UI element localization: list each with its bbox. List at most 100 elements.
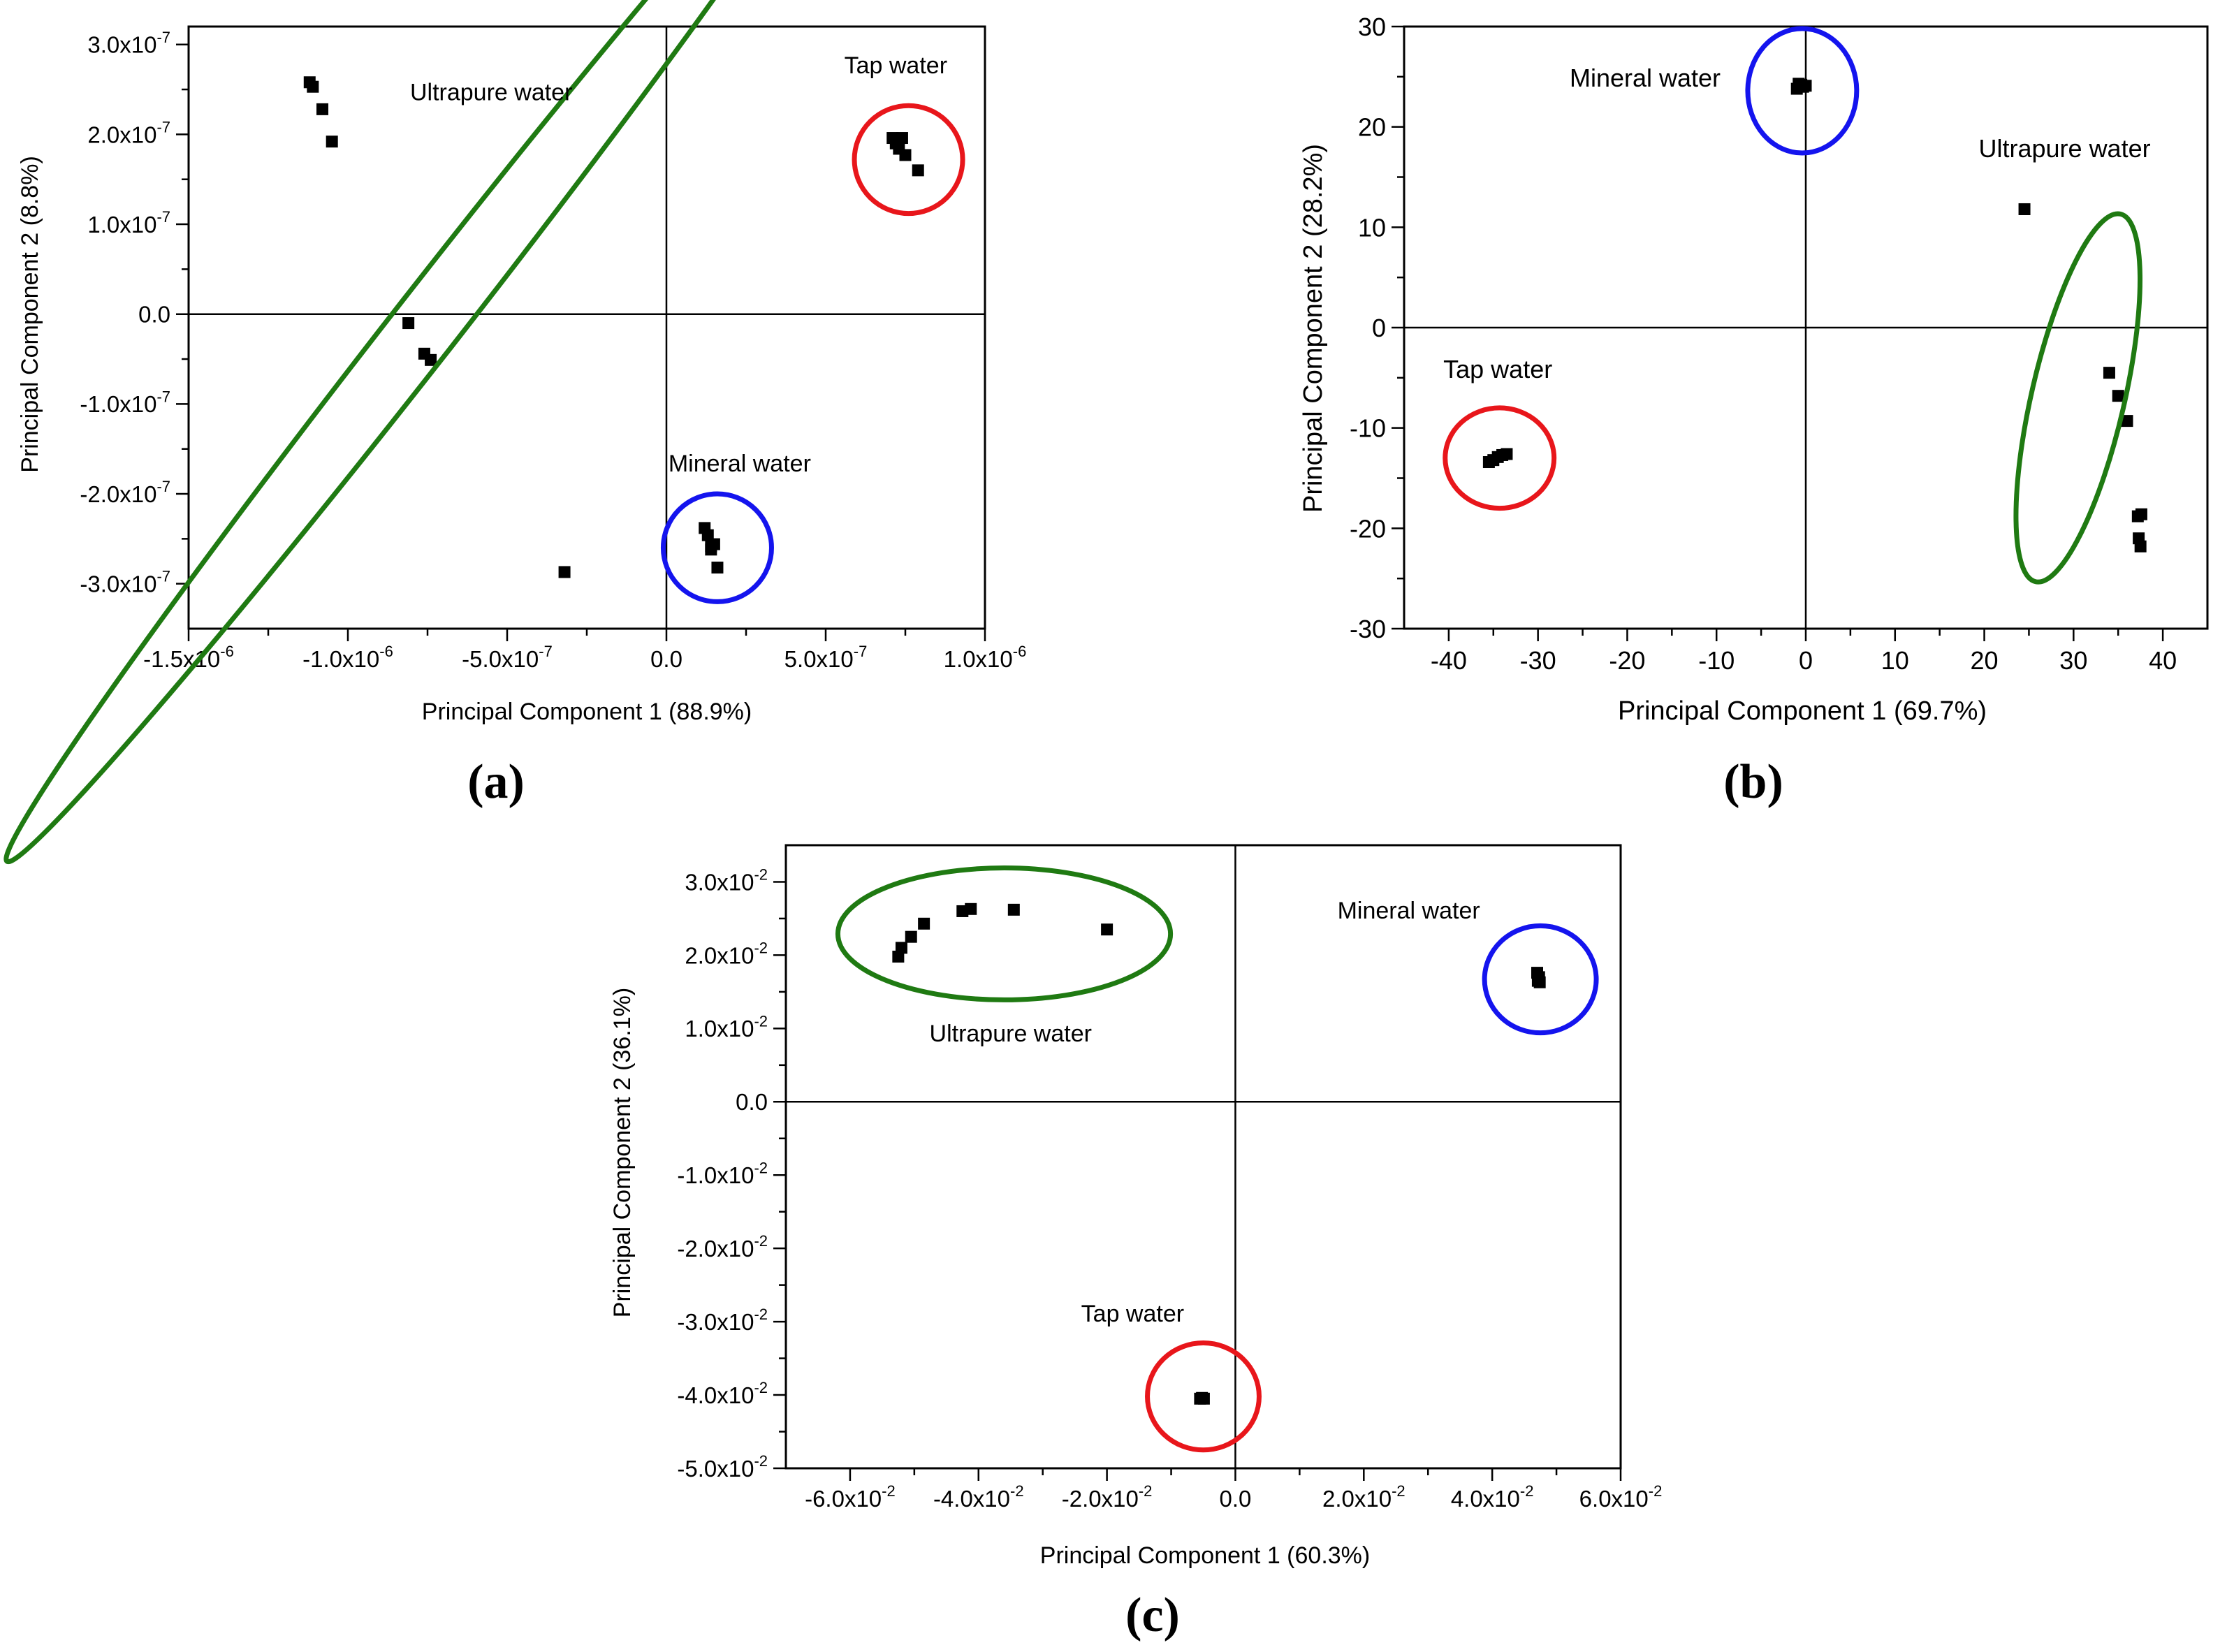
chart-b-x-tick-label: -30 — [1520, 646, 1556, 675]
chart-c-point-ultrapure — [965, 902, 977, 915]
chart-a-point-ultrapure — [316, 103, 329, 115]
chart-panel-b: -40 -30 -20 -10 0 10 20 30 40 30 20 10 0 -10 -20 -30 Min… — [1299, 13, 2209, 809]
chart-b-point-ultrapure — [2112, 390, 2124, 402]
chart-c-annotation: Ultrapure water — [930, 1021, 1092, 1047]
chart-a-y-tick-label: -2.0x10-7 — [80, 478, 170, 507]
chart-c-x-tick-label: 2.0x10-2 — [1322, 1482, 1405, 1512]
plot-layer-a: -1.5x10-6 -1.0x10-6 -5.0x10-7 0.0 5.0x10-7 1.… — [3, 0, 1027, 865]
chart-c-point-mineral — [1533, 976, 1546, 988]
chart-b-x-tick-label: -20 — [1609, 646, 1645, 675]
chart-a-point-ultrapure — [558, 566, 571, 578]
chart-b-point-ultrapure — [2135, 508, 2147, 520]
chart-a-ylabel: Principal Component 2 (8.8%) — [17, 156, 43, 473]
chart-a-point-mineral — [711, 562, 724, 574]
chart-a-x-tick-label: 0.0 — [650, 646, 682, 672]
chart-a-point-ultrapure — [402, 317, 415, 330]
chart-c-panel-label: (c) — [1125, 1588, 1180, 1642]
chart-a-point-tap — [896, 132, 908, 145]
chart-c-point-ultrapure — [918, 917, 930, 930]
chart-c-ellipse-ultrapure — [835, 865, 1174, 1002]
chart-a-y-tick-label: -1.0x10-7 — [80, 388, 170, 417]
chart-b-y-tick-label: -30 — [1350, 615, 1386, 643]
chart-c-x-tick-label: 6.0x10-2 — [1579, 1482, 1663, 1512]
chart-a-y-tick-label: 3.0x10-7 — [87, 29, 170, 58]
chart-a-point-mineral — [701, 529, 714, 541]
chart-c-y-tick-label: -5.0x10-2 — [677, 1452, 768, 1482]
chart-b-x-tick-label: 30 — [2059, 646, 2087, 675]
chart-a-point-ultrapure — [307, 80, 319, 93]
chart-c-y-tick-label: -1.0x10-2 — [677, 1159, 768, 1188]
chart-b-point-tap — [1501, 448, 1513, 460]
chart-a-point-tap — [899, 149, 912, 161]
chart-a-annotation: Mineral water — [669, 451, 811, 477]
chart-a-x-tick-label: 5.0x10-7 — [784, 643, 868, 672]
chart-b-x-tick-label: 40 — [2149, 646, 2177, 675]
chart-a-ellipse-tap — [852, 103, 965, 217]
chart-b-y-tick-label: -10 — [1350, 414, 1386, 443]
chart-panel-a: -1.5x10-6 -1.0x10-6 -5.0x10-7 0.0 5.0x10-7 1.… — [3, 0, 1027, 865]
chart-c-y-tick-label: 1.0x10-2 — [685, 1012, 768, 1041]
chart-b-x-tick-label: 0 — [1799, 646, 1813, 675]
chart-c-ylabel: Principal Component 2 (36.1%) — [609, 988, 636, 1317]
chart-c-x-tick-label: 0.0 — [1220, 1486, 1252, 1512]
chart-a-panel-label: (a) — [467, 755, 525, 809]
chart-b-annotation: Mineral water — [1570, 64, 1721, 92]
plot-layer-b: -40 -30 -20 -10 0 10 20 30 40 30 20 10 0 -10 -20 -30 Min… — [1350, 13, 2209, 675]
chart-b-point-mineral — [1799, 80, 1812, 92]
chart-b-xlabel: Principal Component 1 (69.7%) — [1618, 696, 1987, 726]
chart-a-ellipse-mineral — [660, 491, 774, 604]
chart-b-ellipse-tap — [1443, 405, 1557, 511]
chart-a-point-ultrapure — [326, 136, 338, 148]
chart-a-x-tick-label: -1.5x10-6 — [143, 643, 234, 672]
chart-a-y-tick-label: 1.0x10-7 — [87, 208, 170, 237]
chart-b-ylabel: Principal Component 2 (28.2%) — [1299, 144, 1328, 513]
chart-a-annotation: Tap water — [845, 52, 947, 79]
chart-c-point-ultrapure — [905, 930, 917, 943]
chart-a-point-ultrapure — [425, 353, 437, 366]
chart-c-point-ultrapure — [895, 942, 907, 954]
chart-a-x-tick-label: -5.0x10-7 — [462, 643, 553, 672]
chart-b-point-ultrapure — [2134, 540, 2147, 553]
chart-panel-c: -6.0x10-2 -4.0x10-2 -2.0x10-2 0.0 2.0x10-2 4.… — [609, 844, 1663, 1642]
chart-c-y-tick-label: -2.0x10-2 — [677, 1232, 768, 1262]
chart-a-x-tick-label: 1.0x10-6 — [944, 643, 1027, 672]
chart-b-x-tick-label: 10 — [1881, 646, 1909, 675]
chart-b-panel-label: (b) — [1723, 755, 1783, 809]
chart-a-y-tick-label: 0.0 — [138, 302, 170, 328]
chart-b-y-tick-label: 10 — [1358, 213, 1386, 242]
chart-c-plot-frame — [784, 844, 1622, 1470]
chart-c-x-tick-label: -6.0x10-2 — [805, 1482, 896, 1512]
chart-a-point-mineral — [705, 543, 717, 556]
chart-c-y-tick-label: -4.0x10-2 — [677, 1379, 768, 1408]
chart-c-y-tick-label: -3.0x10-2 — [677, 1306, 768, 1335]
chart-c-ellipse-mineral — [1482, 923, 1599, 1036]
chart-a-x-tick-label: -1.0x10-6 — [302, 643, 393, 672]
chart-b-y-tick-label: 20 — [1358, 113, 1386, 142]
chart-c-point-tap — [1197, 1392, 1210, 1405]
chart-b-annotation: Ultrapure water — [1979, 134, 2151, 163]
chart-b-ellipse-ultrapure — [2013, 211, 2143, 585]
chart-a-xlabel: Principal Component 1 (88.9%) — [422, 699, 752, 725]
chart-c-x-tick-label: 4.0x10-2 — [1451, 1482, 1534, 1512]
chart-b-ellipse-mineral — [1745, 26, 1860, 156]
chart-b-point-ultrapure — [2103, 367, 2115, 379]
chart-b-point-ultrapure — [2121, 415, 2133, 427]
chart-c-xlabel: Principal Component 1 (60.3%) — [1040, 1542, 1370, 1569]
chart-b-annotation: Tap water — [1443, 355, 1552, 383]
chart-a-y-tick-label: 2.0x10-7 — [87, 118, 170, 147]
chart-b-y-tick-label: 30 — [1358, 13, 1386, 41]
chart-c-ellipse-tap — [1145, 1340, 1262, 1453]
chart-a-point-tap — [912, 164, 924, 177]
chart-c-annotation: Mineral water — [1338, 898, 1480, 924]
chart-b-x-tick-label: -40 — [1431, 646, 1467, 675]
chart-c-x-tick-label: -4.0x10-2 — [933, 1482, 1024, 1512]
chart-b-y-tick-label: -20 — [1350, 514, 1386, 543]
chart-a-ellipse-ultrapure — [3, 0, 852, 865]
chart-a-annotation: Ultrapure water — [410, 79, 572, 105]
chart-a-y-tick-label: -3.0x10-7 — [80, 568, 170, 597]
chart-c-x-tick-label: -2.0x10-2 — [1062, 1482, 1153, 1512]
chart-c-y-tick-label: 3.0x10-2 — [685, 866, 768, 896]
chart-c-point-ultrapure — [1007, 903, 1020, 916]
chart-b-x-tick-label: -10 — [1698, 646, 1735, 675]
